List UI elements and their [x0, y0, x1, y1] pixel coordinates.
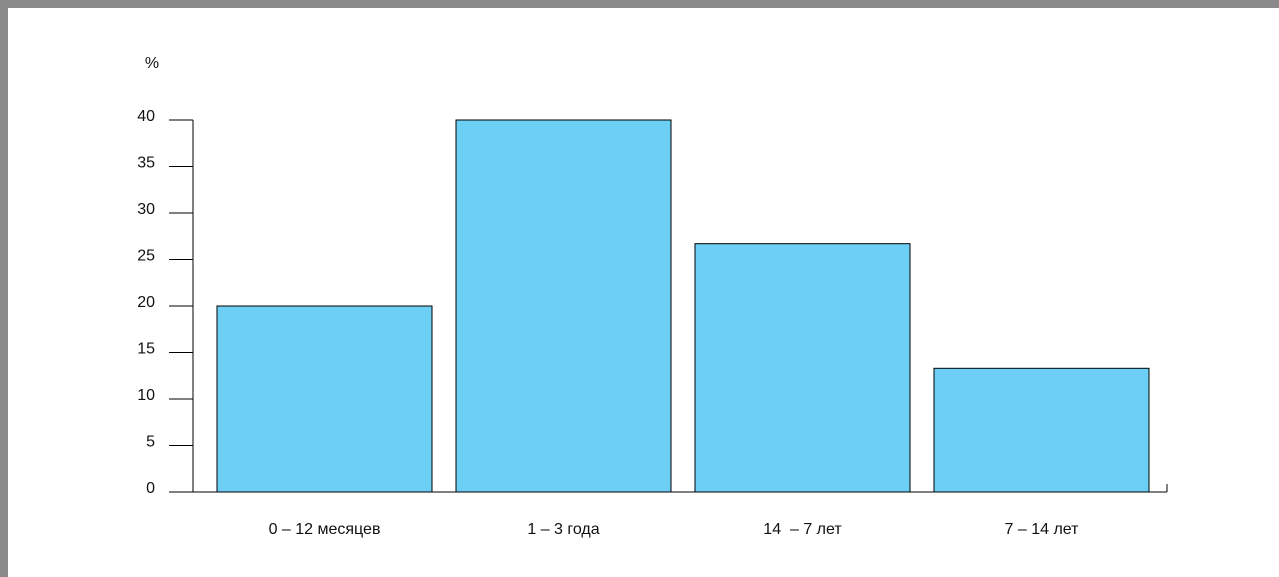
bar — [216, 305, 433, 493]
y-tick-label: 10 — [137, 387, 155, 404]
bar — [455, 119, 672, 493]
y-tick-label: 20 — [137, 294, 155, 311]
bar — [933, 367, 1150, 493]
y-tick-label: 35 — [137, 155, 155, 172]
x-category-label: 0 – 12 месяцев — [269, 521, 381, 538]
y-tick-label: 5 — [146, 434, 155, 451]
y-unit-label: % — [145, 55, 159, 72]
y-tick-label: 30 — [137, 201, 155, 218]
bar — [694, 243, 911, 493]
y-tick-label: 25 — [137, 248, 155, 265]
y-tick-label: 0 — [146, 480, 155, 497]
y-tick-label: 40 — [137, 108, 155, 125]
x-category-label: 14 – 7 лет — [763, 521, 842, 538]
x-category-label: 1 – 3 года — [527, 521, 599, 538]
x-category-label: 7 – 14 лет — [1005, 521, 1080, 538]
y-tick-label: 15 — [137, 341, 155, 358]
